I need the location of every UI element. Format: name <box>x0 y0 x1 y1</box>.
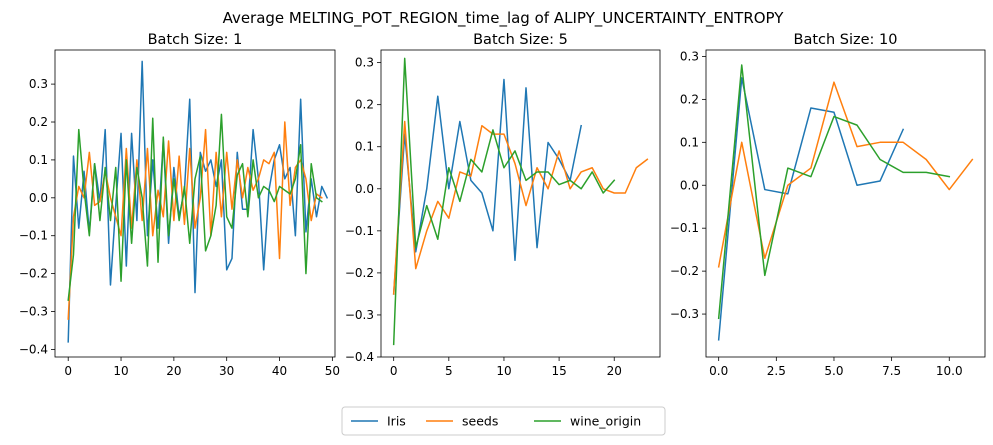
series-group <box>67 60 329 343</box>
y-tick-label: 0.0 <box>680 178 699 192</box>
y-tick-label: −0.2 <box>19 267 48 281</box>
x-tick-label: 7.5 <box>882 364 901 378</box>
x-tick-label: 15 <box>551 364 566 378</box>
x-tick-label: 5.0 <box>824 364 843 378</box>
figure-suptitle: Average MELTING_POT_REGION_time_lag of A… <box>223 9 785 28</box>
legend-label: Iris <box>387 414 406 429</box>
y-tick-label: −0.1 <box>345 224 374 238</box>
axes-frame <box>705 49 986 358</box>
series-line-iris <box>67 60 329 343</box>
series-line-iris <box>717 77 905 341</box>
subplot-title: Batch Size: 1 <box>148 32 243 48</box>
series-line-seeds <box>392 120 649 295</box>
x-tick-label: 0 <box>64 364 72 378</box>
subplot-title: Batch Size: 10 <box>794 32 898 48</box>
x-tick-label: 10 <box>113 364 128 378</box>
y-tick-label: 0.2 <box>680 92 699 106</box>
subplot-1: Batch Size: 1 0 10 20 30 40 50 −0.4 −0.3 −0.2 −0.1… <box>19 32 340 378</box>
x-tick-label: 20 <box>166 364 181 378</box>
legend: Iris seeds wine_origin <box>341 406 666 436</box>
legend-label: seeds <box>462 414 498 429</box>
series-group <box>392 57 649 346</box>
y-tick-label: −0.4 <box>19 342 48 356</box>
subplot-title: Batch Size: 5 <box>473 32 568 48</box>
legend-box <box>341 406 666 436</box>
x-tick-label: 10.0 <box>936 364 963 378</box>
x-tick-label: 0.0 <box>709 364 728 378</box>
y-tick-label: 0.0 <box>355 182 374 196</box>
x-tick-label: 10 <box>496 364 511 378</box>
y-tick-label: 0.1 <box>355 140 374 154</box>
y-tick-label: −0.3 <box>345 308 374 322</box>
y-tick-label: 0.0 <box>29 191 48 205</box>
axes-frame <box>54 49 336 358</box>
x-tick-label: 5 <box>445 364 453 378</box>
y-tick-label: 0.2 <box>355 98 374 112</box>
x-tick-label: 20 <box>607 364 622 378</box>
series-line-wine-origin <box>717 64 951 320</box>
subplot-3: Batch Size: 10 0.0 2.5 5.0 7.5 10.0 −0.3 −0.2 −0… <box>670 32 986 378</box>
y-tick-label: −0.3 <box>670 307 699 321</box>
y-tick-label: −0.1 <box>670 221 699 235</box>
y-tick-label: −0.2 <box>345 266 374 280</box>
x-tick-label: 30 <box>219 364 234 378</box>
series-group <box>717 64 974 341</box>
y-tick-label: −0.3 <box>19 305 48 319</box>
y-tick-label: −0.2 <box>670 264 699 278</box>
subplot-2: Batch Size: 5 0 5 10 15 20 −0.4 −0.3 −0.2 −0.1 0.0… <box>345 32 661 378</box>
y-tick-label: 0.2 <box>29 115 48 129</box>
y-tick-label: −0.4 <box>345 350 374 364</box>
y-tick-label: 0.1 <box>29 153 48 167</box>
x-tick-label: 40 <box>272 364 287 378</box>
axes-frame <box>380 49 661 358</box>
series-line-iris <box>392 78 583 295</box>
legend-label: wine_origin <box>570 414 641 429</box>
x-tick-label: 0 <box>390 364 398 378</box>
series-line-seeds <box>67 121 323 320</box>
subplots: Batch Size: 10 10 20 30 40 50−0.4−0.3−0.2−0.1… <box>19 32 986 378</box>
x-tick-label: 50 <box>325 364 340 378</box>
series-line-wine-origin <box>392 57 616 346</box>
series-line-wine-origin <box>67 113 323 301</box>
y-tick-label: 0.1 <box>680 135 699 149</box>
y-tick-label: 0.3 <box>355 56 374 70</box>
y-tick-label: −0.1 <box>19 229 48 243</box>
y-tick-label: 0.3 <box>29 77 48 91</box>
x-tick-label: 2.5 <box>767 364 786 378</box>
y-tick-label: 0.3 <box>680 49 699 63</box>
